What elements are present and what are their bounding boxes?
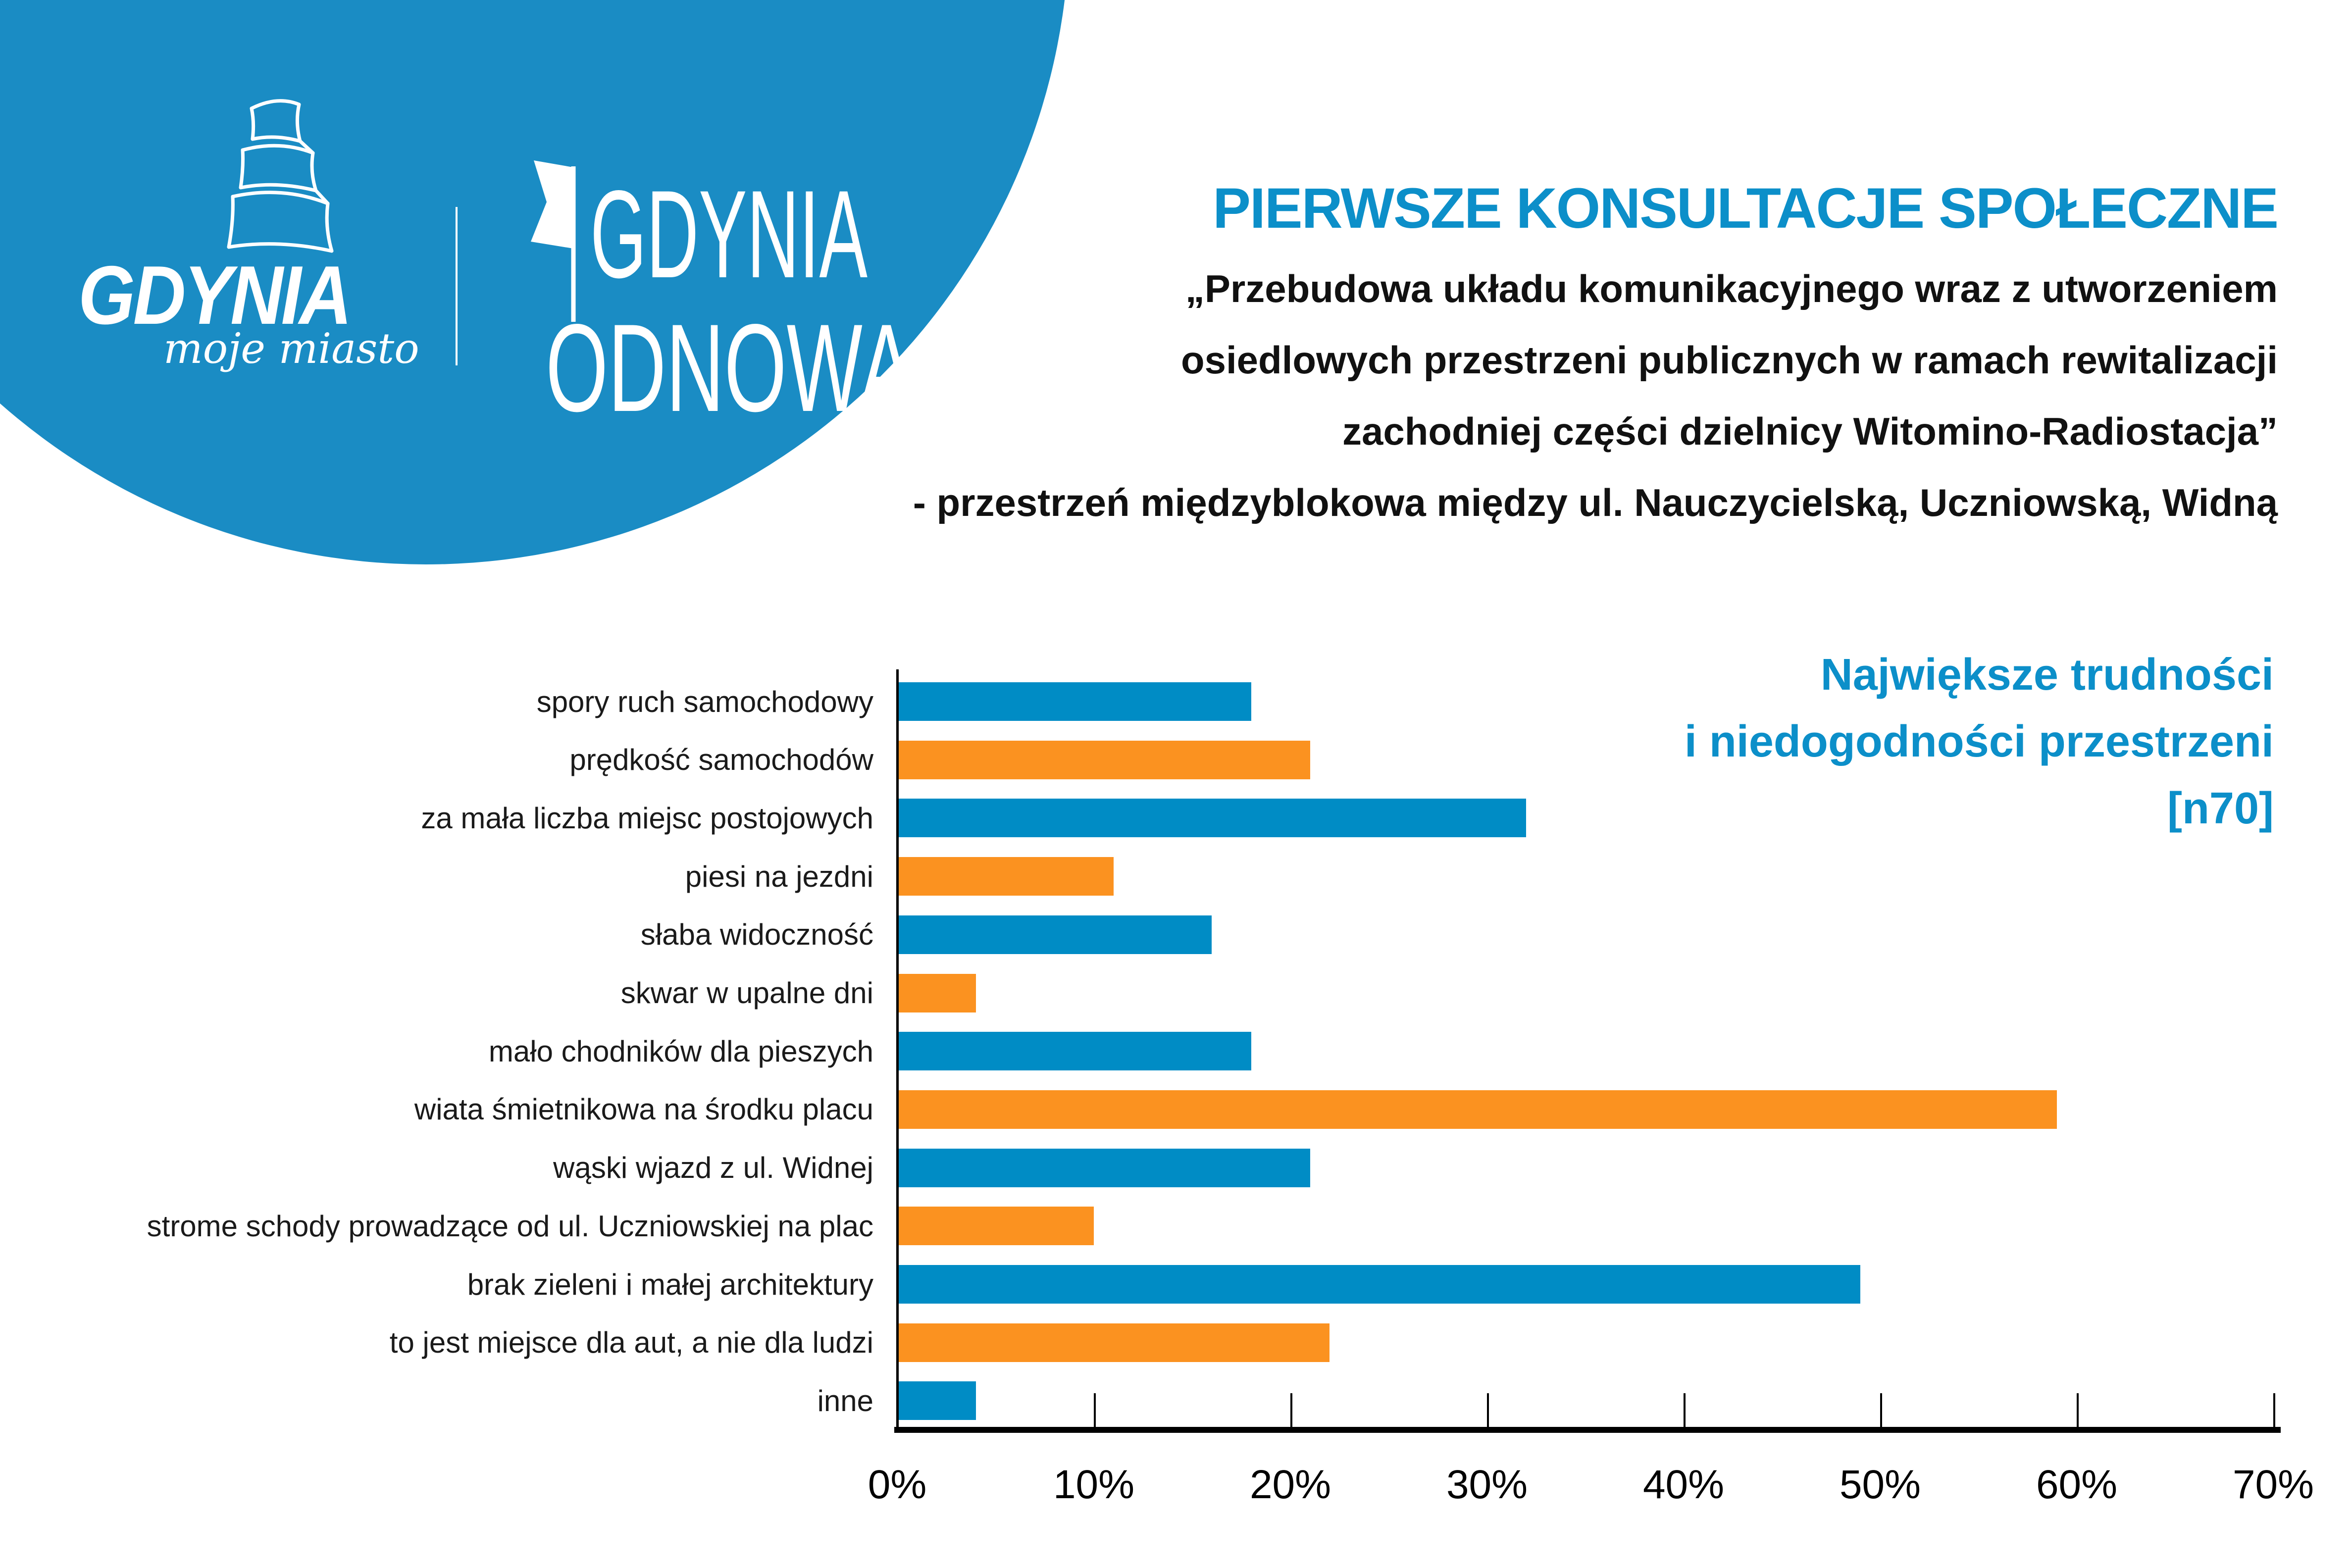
chart-title: Największe trudności i niedogodności prz… [1685,642,2274,842]
x-tick-label: 0% [868,1462,927,1507]
bar-6 [897,973,976,1012]
page-subtitle: „Przebudowa układu komunikacyjnego wraz … [594,253,2278,539]
category-label: skwar w upalne dni [620,976,873,1010]
logo-divider [456,207,458,365]
x-tick-mark [2077,1393,2079,1428]
x-tick-mark [2273,1393,2275,1428]
chart-title-line: Największe trudności [1820,650,2274,700]
category-label: to jest miejsce dla aut, a nie dla ludzi [389,1326,873,1360]
page-title: PIERWSZE KONSULTACJE SPOŁECZNE [1213,177,2279,240]
chart-row: skwar w upalne dni [0,964,2352,1022]
x-tick-mark [1487,1393,1489,1428]
x-tick-label: 50% [1839,1462,1921,1507]
chart-row: słaba widoczność [0,906,2352,964]
city-logo-tagline: moje miasto [163,324,419,373]
bar-1 [897,682,1251,721]
bar-8 [897,1090,2057,1129]
chart-row: za mała liczba miejsc postojowych [0,789,2352,847]
sailboat-icon [227,99,334,253]
bar-12 [897,1323,1330,1362]
odnowa-logo-line1: GDYNIA [590,165,868,304]
chart-title-line: i niedogodności przestrzeni [1684,717,2274,766]
gdynia-odnowa-logo: GDYNIA ODNOWA [531,160,913,420]
bar-10 [897,1207,1094,1246]
chart-row: piesi na jezdni [0,847,2352,906]
subtitle-line: zachodniej części dzielnicy Witomino-Rad… [1342,409,2278,454]
bar-2 [897,740,1310,779]
bar-13 [897,1381,976,1420]
x-tick-mark [1094,1393,1096,1428]
bar-5 [897,915,1212,954]
chart-row: wiata śmietnikowa na środku placu [0,1080,2352,1139]
category-label: wąski wjazd z ul. Widnej [553,1151,873,1185]
chart-y-axis [896,669,899,1432]
x-tick-label: 60% [2036,1462,2118,1507]
city-logo-wordmark: GDYNIA [78,249,352,342]
x-tick-mark [1684,1393,1686,1428]
x-tick-label: 70% [2232,1462,2314,1507]
x-tick-mark [1290,1393,1292,1428]
chart-row: spory ruch samochodowy [0,672,2352,731]
x-tick-label: 40% [1642,1462,1725,1507]
chart-row: brak zieleni i małej architektury [0,1255,2352,1314]
category-label: spory ruch samochodowy [536,685,873,718]
category-label: piesi na jezdni [685,860,873,893]
category-label: za mała liczba miejsc postojowych [421,801,873,835]
chart-row: prędkość samochodów [0,731,2352,789]
chart-row: to jest miejsce dla aut, a nie dla ludzi [0,1314,2352,1372]
subtitle-line: „Przebudowa układu komunikacyjnego wraz … [1185,266,2278,310]
chart-row: wąski wjazd z ul. Widnej [0,1139,2352,1197]
x-tick-label: 20% [1249,1462,1331,1507]
subtitle-line: - przestrzeń międzyblokowa między ul. Na… [913,481,2278,525]
chart-x-axis [894,1427,2281,1433]
chart-row: strome schody prowadzące od ul. Uczniows… [0,1197,2352,1255]
chart-row: mało chodników dla pieszych [0,1022,2352,1080]
bar-11 [897,1265,1861,1304]
bar-4 [897,857,1114,896]
x-tick-mark [1880,1393,1882,1428]
header-text-block: PIERWSZE KONSULTACJE SPOŁECZNE „Przebudo… [594,177,2279,539]
category-label: prędkość samochodów [569,743,873,777]
bar-7 [897,1032,1251,1071]
subtitle-line: osiedlowych przestrzeni publicznych w ra… [1180,338,2278,382]
category-label: strome schody prowadzące od ul. Uczniows… [147,1209,873,1243]
category-label: mało chodników dla pieszych [488,1034,873,1068]
x-tick-label: 30% [1446,1462,1528,1507]
x-tick-label: 10% [1053,1462,1135,1507]
chart-title-line: [n70] [2167,784,2274,833]
category-label: brak zieleni i małej architektury [467,1267,873,1301]
category-label: wiata śmietnikowa na środku placu [414,1093,873,1126]
category-label: słaba widoczność [640,918,873,952]
chart-row: inne [0,1371,2352,1430]
flag-icon [531,160,573,249]
bar-9 [897,1148,1310,1187]
category-label: inne [817,1384,873,1417]
bar-3 [897,799,1527,838]
odnowa-logo-line2: ODNOWA [546,299,913,420]
